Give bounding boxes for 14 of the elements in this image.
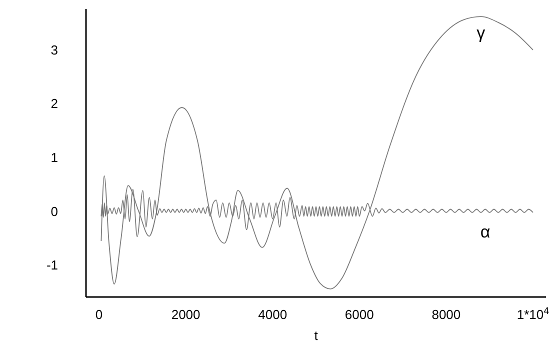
y-tick-label: 3 — [50, 42, 58, 58]
x-tick-label: 0 — [95, 307, 103, 322]
x-tick-label: 1*10$^{4}$ — [516, 306, 550, 322]
y-tick-label: 1 — [50, 150, 58, 166]
series-label: γ — [476, 24, 486, 43]
x-tick-label: 4000 — [258, 307, 288, 322]
x-tick-label: 2000 — [171, 307, 200, 322]
y-tick-label: 0 — [50, 204, 58, 219]
series-label: α — [480, 222, 490, 242]
x-axis-title: t — [314, 328, 318, 343]
y-tick-label: 2 — [50, 96, 58, 112]
y-tick-label: -1 — [46, 258, 58, 273]
x-tick-label: 8000 — [432, 307, 461, 322]
x-tick-label: 6000 — [344, 307, 374, 322]
